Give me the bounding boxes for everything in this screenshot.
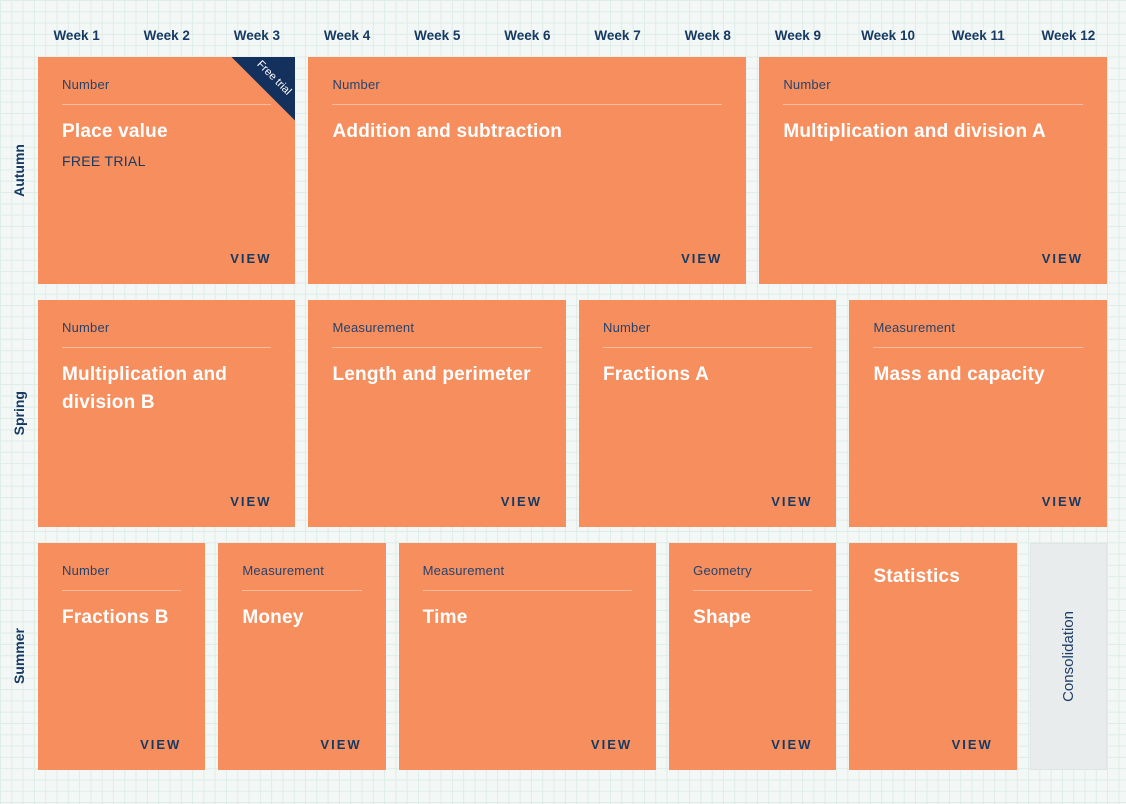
unit-card[interactable]: Geometry Shape VIEW	[669, 543, 837, 770]
category-divider	[873, 347, 1083, 348]
view-button[interactable]: VIEW	[681, 251, 723, 266]
unit-category: Number	[783, 77, 831, 92]
view-button[interactable]: VIEW	[771, 494, 813, 509]
week-header-label: Week 5	[414, 28, 461, 43]
view-button[interactable]: VIEW	[500, 494, 542, 509]
category-divider	[242, 590, 362, 591]
unit-title: Addition and subtraction	[332, 121, 563, 142]
unit-title: Length and perimeter	[332, 364, 531, 385]
view-button[interactable]: VIEW	[230, 494, 272, 509]
view-button[interactable]: VIEW	[1041, 494, 1083, 509]
category-divider	[693, 590, 813, 591]
category-divider	[62, 347, 272, 348]
unit-title: Shape	[693, 607, 752, 628]
week-header-label: Week 9	[774, 28, 822, 43]
term-label-autumn: Autumn	[0, 57, 38, 284]
week-header-label: Week 1	[53, 28, 100, 43]
view-button[interactable]: VIEW	[590, 737, 633, 752]
curriculum-grid: Free trial Number Place value FREE TRIAL…	[38, 57, 1107, 770]
unit-card[interactable]: Number Addition and subtraction VIEW	[308, 57, 747, 284]
week-header-label: Week 7	[594, 28, 641, 43]
category-divider	[62, 104, 272, 105]
category-divider	[783, 104, 1083, 105]
unit-category: Measurement	[242, 563, 325, 578]
consolidation-label: Consolidation	[1059, 611, 1077, 702]
view-button[interactable]: VIEW	[771, 737, 813, 752]
consolidation-card: Consolidation	[1029, 543, 1107, 770]
unit-title: Mass and capacity	[873, 364, 1045, 385]
term-label-text: Spring	[11, 391, 27, 436]
unit-card[interactable]: Number Multiplication and division A VIE…	[759, 57, 1107, 284]
unit-category: Measurement	[332, 320, 415, 335]
week-header-label: Week 12	[1041, 28, 1096, 43]
category-divider	[62, 590, 182, 591]
unit-title: Place value	[62, 121, 168, 142]
unit-card[interactable]: Measurement Time VIEW	[398, 543, 657, 770]
view-button[interactable]: VIEW	[1041, 251, 1083, 266]
unit-title: Time	[422, 607, 468, 628]
unit-card[interactable]: Number Multiplication and division B VIE…	[38, 300, 296, 527]
unit-card[interactable]: Measurement Money VIEW	[218, 543, 386, 770]
unit-title: Money	[242, 607, 304, 628]
week-header-label: Week 10	[861, 28, 915, 43]
term-label-spring: Spring	[0, 300, 38, 527]
view-button[interactable]: VIEW	[140, 737, 182, 752]
unit-card[interactable]: Number Fractions A VIEW	[578, 300, 837, 527]
weeks-header: Week 1 Week 2 Week 3 Week 4 Week 5 Week …	[38, 20, 1107, 43]
week-header-label: Week 6	[504, 28, 551, 43]
view-button[interactable]: VIEW	[951, 737, 993, 752]
free-trial-label: FREE TRIAL	[62, 152, 146, 169]
unit-category: Number	[62, 563, 110, 578]
unit-card[interactable]: Number Fractions B VIEW	[38, 543, 206, 770]
category-divider	[332, 104, 723, 105]
unit-card[interactable]: Measurement Length and perimeter VIEW	[308, 300, 566, 527]
unit-card[interactable]: Statistics VIEW	[849, 543, 1017, 770]
category-divider	[602, 347, 813, 348]
unit-category: Measurement	[422, 563, 505, 578]
unit-category: Geometry	[693, 563, 752, 578]
unit-title: Fractions B	[62, 607, 169, 628]
week-header-label: Week 8	[684, 28, 731, 43]
week-header-label: Week 11	[951, 28, 1005, 43]
unit-category: Number	[602, 320, 651, 335]
week-header-label: Week 4	[323, 28, 371, 43]
category-divider	[332, 347, 542, 348]
unit-card[interactable]: Measurement Mass and capacity VIEW	[849, 300, 1107, 527]
unit-title: Statistics	[873, 566, 960, 587]
unit-title: Fractions A	[602, 364, 709, 385]
term-label-text: Autumn	[11, 144, 27, 197]
term-label-text: Summer	[11, 628, 27, 685]
week-header-label: Week 3	[233, 28, 281, 43]
unit-title: Multiplication and division B	[62, 364, 228, 413]
term-label-summer: Summer	[0, 543, 38, 770]
unit-card[interactable]: Free trial Number Place value FREE TRIAL…	[38, 57, 296, 284]
view-button[interactable]: VIEW	[230, 251, 272, 266]
unit-category: Measurement	[873, 320, 956, 335]
unit-category: Number	[62, 77, 110, 92]
unit-category: Number	[332, 77, 380, 92]
category-divider	[422, 590, 633, 591]
unit-title: Multiplication and division A	[783, 121, 1046, 142]
view-button[interactable]: VIEW	[320, 737, 362, 752]
unit-category: Number	[62, 320, 110, 335]
week-header-label: Week 2	[143, 28, 190, 43]
